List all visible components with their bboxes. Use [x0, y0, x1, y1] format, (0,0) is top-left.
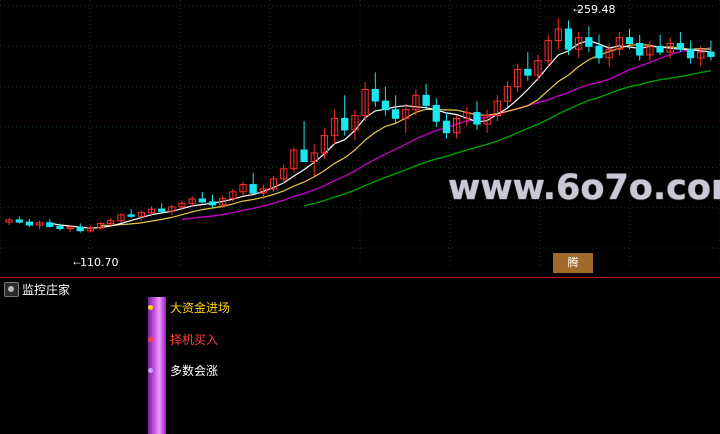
indicator-signal-label: 多数会涨 [170, 364, 219, 378]
indicator-pane[interactable]: 大资金进场 择机买入 多数会涨 [0, 297, 720, 434]
high-price-arrow-icon: ← [571, 1, 583, 15]
indicator-title: 监控庄家 [22, 283, 71, 297]
low-price-arrow-icon: ← [71, 254, 83, 268]
bullet-dot-icon [148, 305, 153, 310]
high-price-label: 259.48 [577, 3, 616, 16]
checkbox-icon[interactable] [4, 282, 19, 297]
signal-bar [148, 297, 166, 434]
price-chart-pane[interactable]: ← 259.48 ← 110.70 腾 www.6o7o.com [0, 0, 720, 278]
box-marker-label: 腾 [553, 253, 593, 273]
bullet-dot-icon [148, 337, 153, 342]
price-chart-svg [0, 0, 720, 266]
bullet-dot-icon [148, 368, 153, 373]
indicator-signal-label: 择机买入 [170, 333, 219, 347]
indicator-header[interactable]: 监控庄家 [0, 280, 720, 297]
site-watermark: www.6o7o.com [448, 168, 720, 208]
low-price-label: 110.70 [80, 256, 119, 269]
indicator-signal-label: 大资金进场 [170, 301, 231, 315]
pane-separator [0, 277, 720, 278]
